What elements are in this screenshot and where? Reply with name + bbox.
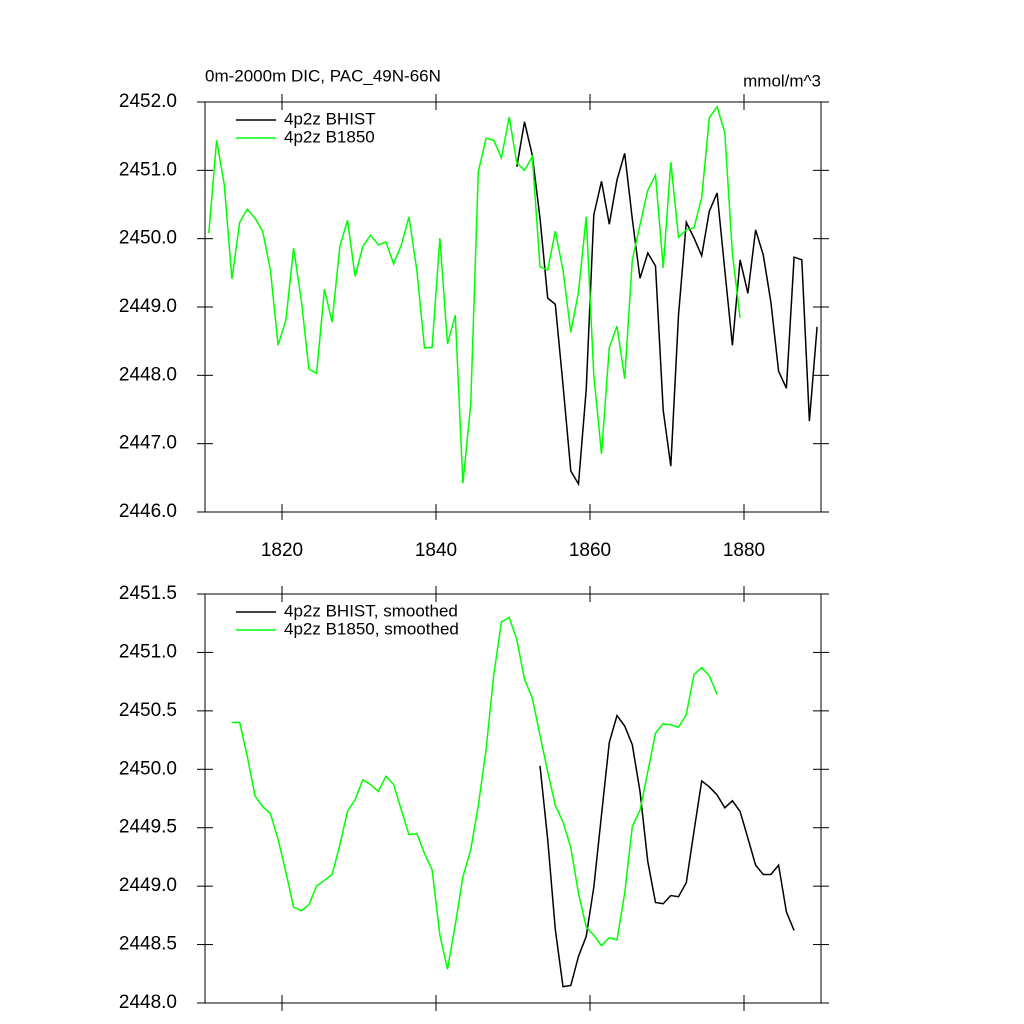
units-label: mmol/m^3 [743,71,821,90]
y-tick-label: 2448.0 [119,364,177,385]
y-tick-label: 2449.0 [119,875,177,896]
y-tick-label: 2451.5 [119,583,177,604]
x-tick-label: 1860 [569,540,611,561]
y-tick-label: 2449.5 [119,817,177,838]
y-tick-label: 2449.0 [119,296,177,317]
y-tick-label: 2450.0 [119,228,177,249]
legend-label: 4p2z B1850, smoothed [284,619,459,638]
data-line [516,121,818,487]
y-tick-label: 2451.0 [119,641,177,662]
legend-label: 4p2z B1850 [284,127,375,146]
y-tick-label: 2452.0 [119,91,177,112]
plot-frame [204,593,822,1004]
legend-label: 4p2z BHIST, smoothed [284,601,458,620]
y-tick-label: 2446.0 [119,501,177,522]
chart-title: 0m-2000m DIC, PAC_49N-66N [205,66,441,85]
y-tick-label: 2447.0 [119,433,177,454]
data-line [231,616,718,970]
y-tick-label: 2448.0 [119,992,177,1013]
y-tick-label: 2450.0 [119,758,177,779]
x-tick-label: 1840 [415,540,457,561]
data-line [208,105,741,484]
y-tick-label: 2448.5 [119,934,177,955]
data-line [539,713,795,988]
y-tick-label: 2451.0 [119,159,177,180]
legend-label: 4p2z BHIST [284,109,376,128]
x-tick-label: 1880 [723,540,765,561]
x-tick-label: 1820 [261,540,303,561]
y-tick-label: 2450.5 [119,700,177,721]
